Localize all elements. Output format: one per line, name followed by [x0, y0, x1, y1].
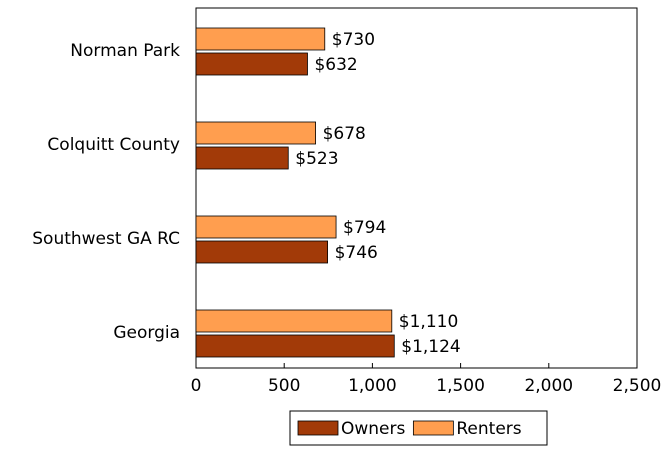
x-tick-label: 500 — [268, 376, 300, 396]
bar — [195, 334, 395, 358]
x-tick-label: 0 — [191, 376, 202, 396]
y-tick-label: Norman Park — [70, 41, 180, 61]
bar — [195, 121, 316, 145]
legend-label: Owners — [341, 419, 406, 439]
plot-frame — [195, 7, 638, 369]
x-tick-label: 1,500 — [436, 376, 485, 396]
bar — [195, 240, 328, 264]
bar — [195, 215, 337, 239]
legend-swatch — [297, 420, 339, 436]
bar — [195, 27, 326, 51]
value-label: $730 — [332, 30, 375, 50]
y-tick-label: Georgia — [113, 323, 180, 343]
value-label: $632 — [314, 55, 357, 75]
bar — [195, 52, 308, 76]
x-tick-label: 1,000 — [348, 376, 397, 396]
bar — [195, 309, 393, 333]
value-label: $678 — [323, 124, 366, 144]
value-label: $746 — [335, 243, 378, 263]
x-tick-label: 2,500 — [613, 376, 662, 396]
legend-swatch — [412, 420, 454, 436]
x-tick-label: 2,000 — [524, 376, 573, 396]
value-label: $794 — [343, 218, 386, 238]
bar — [195, 146, 289, 170]
value-label: $1,110 — [399, 312, 458, 332]
value-label: $1,124 — [401, 337, 460, 357]
legend-label: Renters — [456, 419, 521, 439]
y-tick-label: Southwest GA RC — [32, 229, 180, 249]
value-label: $523 — [295, 149, 338, 169]
y-tick-label: Colquitt County — [47, 135, 180, 155]
